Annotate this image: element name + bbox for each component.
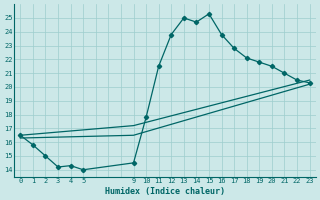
X-axis label: Humidex (Indice chaleur): Humidex (Indice chaleur) — [105, 187, 225, 196]
